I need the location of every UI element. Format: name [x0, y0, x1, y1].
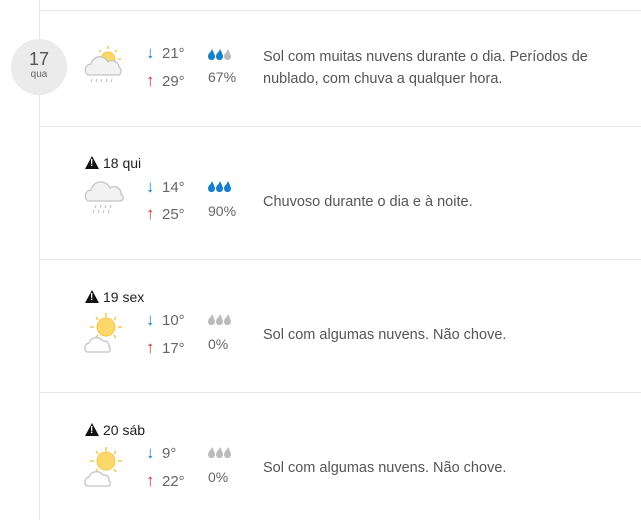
rain-drops-icon: [208, 49, 232, 63]
date-badge: 17 qua: [11, 39, 67, 95]
arrow-down-icon: ↓: [146, 177, 155, 196]
max-temp: ↑ 25°: [146, 204, 185, 224]
divider: [39, 10, 641, 11]
precip-percent: 0%: [208, 469, 229, 485]
day-number: 17: [28, 49, 50, 69]
sun-cloud-icon: [84, 313, 122, 353]
min-temp-value: 21°: [162, 45, 185, 62]
sun-cloud-icon: [84, 447, 122, 487]
warning-icon: [85, 423, 99, 436]
warning-icon: [85, 290, 99, 303]
drop-filled-icon: [216, 181, 223, 192]
max-temp-value: 29°: [162, 73, 185, 90]
precip-percent: 67%: [208, 69, 237, 85]
divider: [39, 259, 641, 260]
drop-filled-icon: [216, 49, 223, 60]
min-temp-value: 9°: [162, 445, 177, 462]
rain-drops-icon: [208, 314, 232, 328]
drop-empty-icon: [224, 447, 231, 458]
precip-percent: 0%: [208, 336, 229, 352]
arrow-up-icon: ↑: [146, 204, 155, 223]
min-temp-value: 14°: [162, 179, 185, 196]
min-temp: ↓ 10°: [146, 310, 185, 330]
min-temp: ↓ 21°: [146, 43, 185, 63]
drop-empty-icon: [208, 447, 215, 458]
forecast-description: Sol com muitas nuvens durante o dia. Per…: [263, 49, 588, 87]
drop-filled-icon: [224, 181, 231, 192]
weekday: qua: [30, 69, 48, 80]
sun-cloud-rain-icon: [84, 46, 122, 83]
precip-percent: 90%: [208, 203, 237, 219]
max-temp: ↑ 29°: [146, 71, 185, 91]
drop-empty-icon: [224, 314, 231, 325]
forecast-description: Sol com algumas nuvens. Não chove.: [263, 327, 507, 343]
arrow-down-icon: ↓: [146, 310, 155, 329]
drop-empty-icon: [216, 314, 223, 325]
drop-empty-icon: [216, 447, 223, 458]
arrow-down-icon: ↓: [146, 443, 155, 462]
min-temp: ↓ 14°: [146, 177, 185, 197]
drop-filled-icon: [208, 181, 215, 192]
arrow-down-icon: ↓: [146, 43, 155, 62]
drop-empty-icon: [224, 49, 231, 60]
forecast-description: Sol com algumas nuvens. Não chove.: [263, 460, 507, 476]
arrow-up-icon: ↑: [146, 71, 155, 90]
rain-drops-icon: [208, 447, 232, 461]
min-temp: ↓ 9°: [146, 443, 176, 463]
day-label: 19 sex: [85, 289, 144, 305]
day-label-text: 18 qui: [103, 155, 142, 171]
max-temp: ↑ 17°: [146, 338, 185, 358]
max-temp-value: 22°: [162, 473, 185, 490]
max-temp: ↑ 22°: [146, 471, 185, 491]
max-temp-value: 25°: [162, 206, 185, 223]
min-temp-value: 10°: [162, 312, 185, 329]
day-label: 20 sáb: [85, 422, 145, 438]
forecast-description: Chuvoso durante o dia e à noite.: [263, 194, 473, 210]
divider: [39, 392, 641, 393]
arrow-up-icon: ↑: [146, 471, 155, 490]
drop-filled-icon: [208, 49, 215, 60]
cloud-rain-icon: [84, 181, 124, 214]
max-temp-value: 17°: [162, 340, 185, 357]
day-label: 18 qui: [85, 155, 141, 171]
warning-icon: [85, 156, 99, 169]
divider: [39, 126, 641, 127]
arrow-up-icon: ↑: [146, 338, 155, 357]
timeline-line: [39, 0, 40, 520]
rain-drops-icon: [208, 181, 232, 195]
drop-empty-icon: [208, 314, 215, 325]
day-label-text: 20 sáb: [103, 422, 146, 438]
day-label-text: 19 sex: [103, 289, 145, 305]
